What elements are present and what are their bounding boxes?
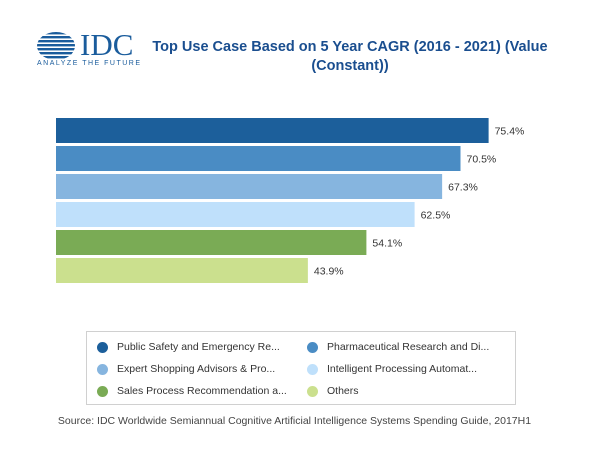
bar-2[interactable]	[56, 146, 461, 171]
bar-6[interactable]	[56, 258, 308, 283]
legend-swatch-icon	[307, 341, 318, 353]
legend-item-1[interactable]: Public Safety and Emergency Re...	[97, 339, 280, 355]
chart-legend: Public Safety and Emergency Re... Pharmac…	[86, 331, 516, 405]
legend-item-5[interactable]: Sales Process Recommendation a...	[97, 383, 287, 399]
legend-label: Others	[327, 385, 359, 397]
bar-value-label-2: 70.5%	[466, 154, 496, 166]
legend-item-4[interactable]: Intelligent Processing Automat...	[307, 361, 477, 377]
bar-value-label-1: 75.4%	[495, 126, 525, 138]
chart-title: Top Use Case Based on 5 Year CAGR (2016 …	[152, 39, 548, 74]
legend-item-2[interactable]: Pharmaceutical Research and Di...	[307, 339, 489, 355]
logo-tagline: ANALYZE THE FUTURE	[37, 60, 142, 67]
legend-swatch-icon	[97, 341, 108, 353]
idc-logo: IDC ANALYZE THE FUTURE	[36, 28, 140, 70]
legend-item-6[interactable]: Others	[307, 383, 359, 399]
legend-item-3[interactable]: Expert Shopping Advisors & Pro...	[97, 361, 275, 377]
bar-3[interactable]	[56, 174, 443, 199]
legend-swatch-icon	[97, 363, 108, 375]
bar-value-label-5: 54.1%	[372, 238, 402, 250]
source-note: Source: IDC Worldwide Semiannual Cogniti…	[57, 415, 532, 427]
legend-swatch-icon	[307, 363, 318, 375]
logo-text: IDC	[80, 27, 134, 62]
legend-label: Intelligent Processing Automat...	[327, 363, 477, 375]
bar-4[interactable]	[56, 202, 415, 227]
legend-label: Public Safety and Emergency Re...	[117, 341, 280, 353]
legend-label: Pharmaceutical Research and Di...	[327, 341, 490, 353]
legend-swatch-icon	[97, 385, 108, 397]
bar-value-label-3: 67.3%	[448, 182, 478, 194]
bar-5[interactable]	[56, 230, 367, 255]
bar-value-label-4: 62.5%	[421, 210, 451, 222]
bar-1[interactable]	[56, 118, 489, 143]
idc-globe-icon	[37, 32, 75, 59]
legend-swatch-icon	[307, 385, 318, 397]
legend-label: Sales Process Recommendation a...	[117, 385, 287, 397]
bar-value-label-6: 43.9%	[314, 266, 344, 278]
legend-label: Expert Shopping Advisors & Pro...	[117, 363, 276, 375]
bar-chart: 75.4% 70.5% 67.3% 62.5% 54.1% 43.9%	[56, 118, 525, 283]
